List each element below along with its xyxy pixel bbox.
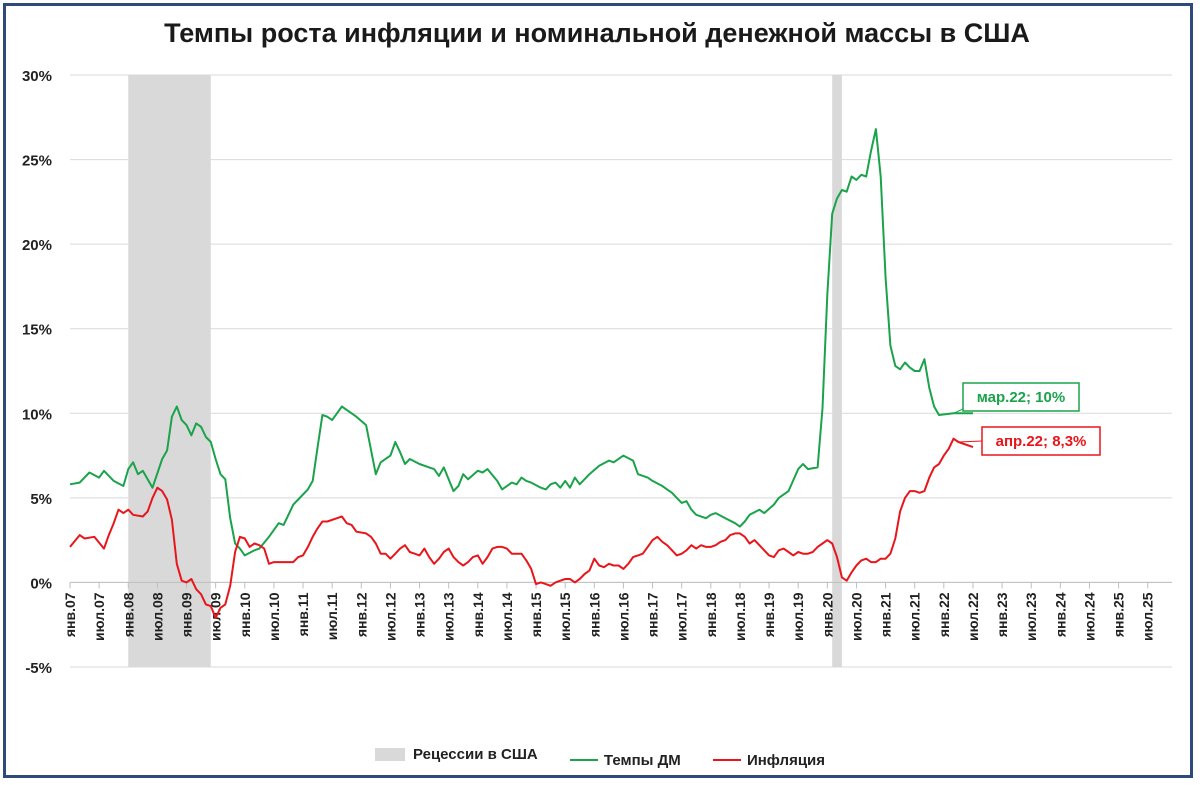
x-tick-label: янв.20 bbox=[819, 592, 835, 637]
x-tick-label: июл.24 bbox=[1081, 592, 1097, 641]
y-tick-label: -5% bbox=[25, 660, 52, 677]
y-tick-label: 20% bbox=[22, 237, 52, 254]
y-axis: 30% 25% 20% 15% 10% 5% 0% -5% bbox=[22, 68, 52, 677]
x-tick-label: янв.17 bbox=[645, 592, 661, 637]
legend-item-recessions: Рецессии в США bbox=[374, 746, 538, 763]
legend-item-money-supply: Темпы ДМ bbox=[569, 751, 681, 769]
x-tick-label: июл.15 bbox=[557, 592, 573, 641]
x-tick-label: янв.24 bbox=[1052, 592, 1068, 637]
x-tick-label: янв.13 bbox=[412, 592, 428, 637]
x-axis: янв.07 июл.07 янв.08 июл.08 янв.09 июл.09 янв.… bbox=[62, 581, 1172, 641]
x-tick-label: июл.08 bbox=[149, 592, 165, 641]
x-tick-label: июл.22 bbox=[965, 592, 981, 641]
inflation-line bbox=[69, 437, 974, 619]
legend-label-recessions: Рецессии в США bbox=[412, 746, 538, 763]
gridlines bbox=[70, 74, 1172, 668]
x-tick-label: янв.15 bbox=[528, 592, 544, 637]
x-tick-label: июл.16 bbox=[615, 592, 631, 641]
x-tick-label: янв.11 bbox=[295, 592, 311, 636]
x-tick-label: июл.10 bbox=[266, 592, 282, 641]
x-tick-label: янв.23 bbox=[994, 592, 1010, 637]
legend-swatch-money-supply bbox=[569, 759, 598, 761]
recession-band-1 bbox=[832, 75, 842, 667]
annotation-money-supply-leader bbox=[953, 408, 964, 414]
annotation-money-supply-text: мар.22; 10% bbox=[977, 389, 1065, 406]
y-tick-label: 25% bbox=[22, 153, 52, 170]
annotation-inflation-text: апр.22; 8,3% bbox=[996, 433, 1087, 450]
annotation-inflation-box bbox=[981, 426, 1101, 456]
x-tick-label: янв.25 bbox=[1111, 592, 1127, 637]
x-tick-label: янв.18 bbox=[703, 592, 719, 637]
y-tick-label: 5% bbox=[30, 491, 52, 508]
x-tick-label: янв.10 bbox=[237, 592, 253, 637]
y-tick-label: 0% bbox=[30, 575, 52, 592]
y-tick-label: 30% bbox=[22, 68, 52, 85]
x-tick-label: янв.19 bbox=[761, 592, 777, 637]
x-tick-label: июл.20 bbox=[848, 592, 864, 641]
legend-label-inflation: Инфляция bbox=[746, 751, 826, 769]
legend-label-money-supply: Темпы ДМ bbox=[603, 751, 681, 769]
annotation-inflation-leader bbox=[958, 440, 983, 443]
x-tick-label: июл.23 bbox=[1023, 592, 1039, 641]
series-lines bbox=[69, 128, 974, 619]
x-tick-label: янв.12 bbox=[353, 592, 369, 637]
recession-band-0 bbox=[128, 75, 211, 667]
x-tick-label: июл.17 bbox=[674, 592, 690, 641]
x-tick-label: янв.21 bbox=[878, 592, 894, 637]
recession-bands bbox=[128, 75, 842, 667]
annotations: мар.22; 10% апр.22; 8,3% bbox=[953, 382, 1101, 456]
legend-swatch-inflation bbox=[712, 759, 741, 761]
x-tick-label: янв.07 bbox=[62, 592, 78, 637]
y-tick-label: 10% bbox=[22, 406, 52, 423]
x-tick-label: июл.12 bbox=[382, 592, 398, 641]
chart-title: Темпы роста инфляции и номинальной денеж… bbox=[164, 18, 1030, 48]
annotation-money-supply-box bbox=[962, 382, 1080, 412]
x-tick-label: янв.14 bbox=[470, 592, 486, 637]
x-tick-label: июл.13 bbox=[441, 592, 457, 641]
x-tick-label: янв.08 bbox=[120, 592, 136, 637]
legend: Рецессии в США Темпы ДМ Инфляция bbox=[0, 746, 1200, 769]
x-tick-label: июл.19 bbox=[790, 592, 806, 641]
money-supply-line bbox=[69, 128, 973, 557]
x-tick-label: июл.21 bbox=[907, 592, 923, 641]
x-tick-label: июл.14 bbox=[499, 592, 515, 641]
x-tick-label: июл.18 bbox=[732, 592, 748, 641]
x-tick-label: июл.07 bbox=[91, 592, 107, 641]
x-tick-label: июл.25 bbox=[1140, 592, 1156, 641]
x-tick-label: янв.22 bbox=[936, 592, 952, 637]
x-tick-label: янв.09 bbox=[179, 592, 195, 637]
y-tick-label: 15% bbox=[22, 322, 52, 339]
x-tick-label: янв.16 bbox=[586, 592, 602, 637]
legend-swatch-recessions bbox=[374, 748, 405, 761]
x-tick-label: июл.11 bbox=[324, 592, 340, 640]
legend-item-inflation: Инфляция bbox=[712, 751, 826, 769]
